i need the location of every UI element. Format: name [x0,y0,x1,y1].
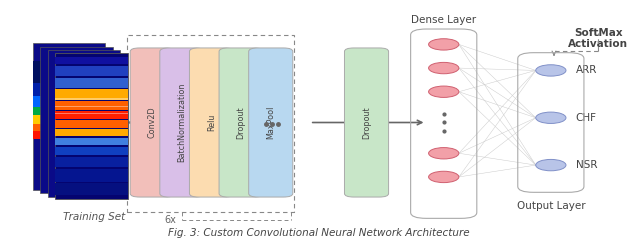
Bar [55,147,128,155]
Bar [33,123,105,131]
FancyBboxPatch shape [189,48,234,197]
Text: 6x: 6x [164,215,176,224]
Text: Dropout: Dropout [237,106,246,139]
Bar [33,82,105,96]
Bar [55,66,128,76]
FancyBboxPatch shape [249,48,292,197]
FancyBboxPatch shape [130,48,174,197]
Circle shape [429,62,459,74]
Bar [55,138,128,145]
Bar [33,95,105,107]
Bar [55,129,128,136]
Circle shape [536,65,566,76]
Text: Output Layer: Output Layer [516,201,585,211]
Text: BatchNormalization: BatchNormalization [177,83,186,162]
Bar [55,106,128,107]
Text: CHF: CHF [576,113,596,123]
Circle shape [536,159,566,171]
Bar [55,169,128,182]
Bar [55,183,128,195]
FancyBboxPatch shape [47,50,120,197]
Text: Conv2D: Conv2D [148,107,157,138]
Bar [55,111,128,119]
Circle shape [429,171,459,183]
FancyBboxPatch shape [33,43,105,190]
Text: MaxPool: MaxPool [266,106,275,139]
Text: SoftMax
Activation: SoftMax Activation [568,28,628,49]
Bar [55,78,128,88]
FancyBboxPatch shape [219,48,263,197]
Bar [33,61,105,83]
Circle shape [429,39,459,50]
Bar [55,89,128,100]
FancyBboxPatch shape [55,53,128,199]
Bar [55,98,128,100]
Text: Training Set: Training Set [63,212,125,222]
Bar [55,57,128,64]
Circle shape [429,147,459,159]
FancyBboxPatch shape [344,48,388,197]
Bar [33,114,105,124]
Text: Relu: Relu [207,114,216,131]
Bar [33,106,105,115]
Circle shape [536,112,566,123]
FancyBboxPatch shape [160,48,204,197]
Text: NSR: NSR [576,160,597,170]
Bar [55,101,128,110]
Text: ARR: ARR [576,65,597,75]
Circle shape [429,86,459,98]
Text: Fig. 3: Custom Convolutional Neural Network Architecture: Fig. 3: Custom Convolutional Neural Netw… [168,229,470,238]
Bar [55,157,128,167]
Text: Dense Layer: Dense Layer [411,15,476,25]
Text: Dropout: Dropout [362,106,371,139]
FancyBboxPatch shape [40,47,113,194]
Bar [55,113,128,114]
Bar [33,130,105,139]
Bar [55,120,128,127]
